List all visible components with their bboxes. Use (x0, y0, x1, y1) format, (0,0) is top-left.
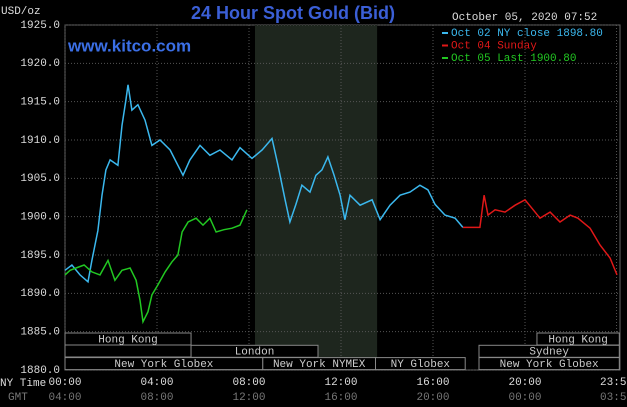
chart-title: 24 Hour Spot Gold (Bid) (191, 3, 395, 23)
x-axis-label: NY Time (0, 378, 46, 390)
x2-tick-label: 00:00 (508, 392, 541, 404)
session-box (64, 332, 192, 346)
y-tick-label: 1905.0 (20, 173, 60, 185)
session-box (478, 357, 620, 371)
legend-entry: Oct 02 NY close 1898.80 (451, 28, 603, 40)
y-tick-label: 1910.0 (20, 135, 60, 147)
x-tick-label: 23:59 (600, 377, 627, 389)
x2-tick-label: 04:00 (48, 392, 81, 404)
session-label: New York Globex (114, 359, 213, 371)
x-tick-label: 16:00 (416, 377, 449, 389)
x-tick-label: 08:00 (232, 377, 265, 389)
price-line (462, 195, 618, 276)
session-box (375, 357, 466, 371)
chart-subtitle: October 05, 2020 07:52 (452, 12, 597, 24)
y-tick-label: 1925.0 (20, 20, 60, 32)
x2-tick-label: 16:00 (324, 392, 357, 404)
session-label: London (235, 347, 275, 359)
legend-entry: Oct 05 Last 1900.80 (451, 53, 576, 65)
x-tick-label: 20:00 (508, 377, 541, 389)
x2-axis-label: GMT (8, 392, 28, 404)
session-label: New York NYMEX (273, 359, 366, 371)
x2-tick-label: 08:00 (140, 392, 173, 404)
x2-tick-label: 20:00 (416, 392, 449, 404)
session-label: Sydney (529, 347, 569, 359)
price-line (64, 84, 464, 284)
y-tick-label: 1915.0 (20, 97, 60, 109)
site-annotation: www.kitco.com (67, 36, 191, 55)
session-label: NY Globex (391, 359, 451, 371)
y-tick-label: 1880.0 (20, 365, 60, 377)
session-box (64, 344, 192, 358)
session-label: New York Globex (500, 359, 599, 371)
y-tick-label: 1890.0 (20, 288, 60, 300)
session-label: Hong Kong (98, 334, 157, 346)
y-tick-label: 1895.0 (20, 250, 60, 262)
y-axis-label: USD/oz (1, 6, 41, 18)
y-tick-label: 1900.0 (20, 212, 60, 224)
x2-tick-label: 12:00 (232, 392, 265, 404)
session-shade (254, 25, 378, 370)
session-label: Hong Kong (548, 334, 607, 346)
y-tick-label: 1920.0 (20, 58, 60, 70)
x-tick-label: 12:00 (324, 377, 357, 389)
x-tick-label: 00:00 (48, 377, 81, 389)
price-line (64, 209, 248, 325)
legend-entry: Oct 04 Sunday (451, 40, 537, 52)
y-tick-label: 1885.0 (20, 327, 60, 339)
x2-tick-label: 03:59 (600, 392, 627, 404)
x-tick-label: 04:00 (140, 377, 173, 389)
